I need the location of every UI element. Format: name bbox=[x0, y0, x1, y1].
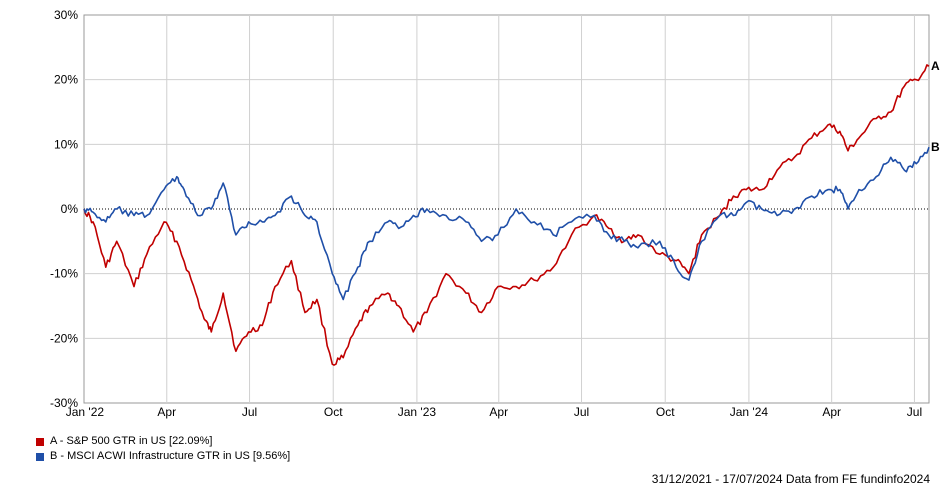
series-line-b bbox=[83, 146, 930, 301]
x-tick-label: Jan '23 bbox=[398, 405, 437, 419]
footer-source: 31/12/2021 - 17/07/2024 Data from FE fun… bbox=[651, 472, 930, 486]
x-tick-label: Jan '22 bbox=[66, 405, 105, 419]
x-tick-label: Apr bbox=[157, 405, 176, 419]
legend-label-a: A - S&P 500 GTR in US [22.09%] bbox=[50, 435, 213, 447]
x-tick-label: Jul bbox=[242, 405, 257, 419]
x-tick-label: Jul bbox=[574, 405, 589, 419]
x-tick-label: Oct bbox=[656, 405, 675, 419]
end-label-b: B bbox=[931, 140, 940, 154]
y-axis-ticks: 30% 20% 10% 0% -10% -20% -30% bbox=[50, 8, 78, 410]
x-axis-ticks: Jan '22 Apr Jul Oct Jan '23 Apr Jul Oct Jan '24 A… bbox=[66, 405, 922, 419]
x-tick-label: Jul bbox=[907, 405, 922, 419]
legend: A - S&P 500 GTR in US [22.09%] B - MSCI … bbox=[36, 434, 290, 464]
legend-item-a: A - S&P 500 GTR in US [22.09%] bbox=[36, 434, 290, 449]
y-tick-label: -30% bbox=[50, 396, 78, 410]
y-tick-label: -10% bbox=[50, 267, 78, 281]
x-tick-label: Apr bbox=[822, 405, 841, 419]
end-label-a: A bbox=[931, 59, 940, 73]
y-tick-label: 20% bbox=[54, 73, 78, 87]
legend-label-b: B - MSCI ACWI Infrastructure GTR in US [… bbox=[50, 450, 291, 462]
x-tick-label: Jan '24 bbox=[730, 405, 769, 419]
end-labels: AB bbox=[931, 59, 940, 154]
x-tick-label: Apr bbox=[489, 405, 508, 419]
x-tick-label: Oct bbox=[324, 405, 343, 419]
y-tick-label: 10% bbox=[54, 137, 78, 151]
series-line-a bbox=[83, 64, 930, 366]
legend-swatch-a bbox=[36, 437, 44, 446]
series-layer bbox=[83, 64, 930, 366]
y-tick-label: 30% bbox=[54, 8, 78, 22]
y-tick-label: 0% bbox=[61, 202, 79, 216]
line-chart: 30% 20% 10% 0% -10% -20% -30% Jan '22 Apr Jul Oct… bbox=[50, 8, 940, 419]
legend-item-b: B - MSCI ACWI Infrastructure GTR in US [… bbox=[36, 449, 290, 464]
y-tick-label: -20% bbox=[50, 331, 78, 345]
legend-swatch-b bbox=[36, 452, 44, 461]
